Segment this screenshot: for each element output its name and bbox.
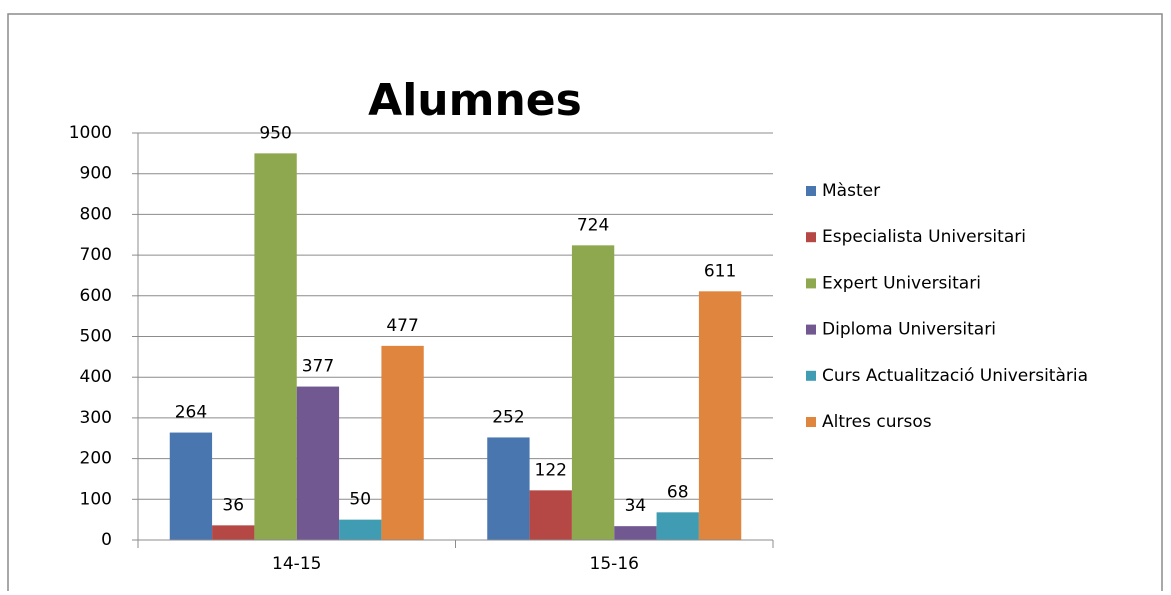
legend-swatch	[806, 232, 816, 243]
bar	[381, 345, 424, 540]
y-tick-label: 300	[80, 408, 112, 428]
legend-swatch	[806, 278, 816, 289]
y-tick-label: 100	[80, 489, 112, 509]
legend-label: Curs Actualització Universitària	[822, 366, 1088, 386]
data-label: 724	[577, 215, 609, 235]
y-tick-label: 700	[80, 245, 112, 265]
bar	[698, 291, 742, 540]
x-tick-label: 14-15	[272, 554, 321, 574]
legend-label: Especialista Universitari	[822, 227, 1026, 247]
legend-swatch	[806, 324, 816, 335]
legend-label: Diploma Universitari	[822, 320, 996, 340]
y-tick-label: 200	[80, 449, 112, 469]
data-label: 34	[625, 496, 647, 516]
y-tick-label: 500	[80, 327, 112, 347]
legend-swatch	[806, 417, 816, 427]
data-label: 477	[386, 316, 418, 336]
legend-swatch	[806, 186, 816, 196]
y-tick-label: 400	[80, 367, 112, 387]
bar	[169, 432, 213, 540]
data-label: 252	[492, 407, 524, 427]
bar	[656, 512, 699, 540]
x-tick-label: 15-16	[590, 554, 639, 574]
legend-label: Màster	[822, 181, 880, 201]
legend-label: Expert Universitari	[822, 273, 981, 293]
legend-label: Altres cursos	[822, 412, 932, 432]
bar	[614, 526, 657, 540]
data-label: 36	[222, 495, 244, 515]
bar	[339, 519, 382, 540]
data-label: 611	[704, 261, 736, 281]
y-tick-label: 1000	[69, 123, 112, 143]
y-tick-label: 800	[80, 204, 112, 224]
legend-swatch	[806, 370, 816, 381]
bar	[296, 386, 340, 540]
chart-title: Alumnes	[368, 75, 582, 126]
bar	[487, 437, 530, 540]
data-label: 950	[259, 123, 291, 143]
data-label: 264	[175, 403, 207, 423]
y-tick-label: 600	[80, 286, 112, 306]
data-label: 122	[535, 460, 567, 480]
y-tick-label: 0	[101, 530, 112, 550]
bar	[529, 490, 572, 540]
bar	[254, 153, 297, 540]
bar	[571, 245, 615, 540]
bar	[212, 525, 255, 540]
y-tick-label: 900	[80, 164, 112, 184]
data-label: 68	[667, 482, 689, 502]
data-label: 377	[302, 357, 334, 377]
data-label: 50	[349, 490, 371, 510]
